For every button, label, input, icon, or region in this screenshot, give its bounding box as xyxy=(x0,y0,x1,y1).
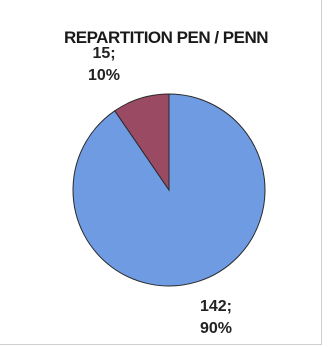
data-label-slice-2: 15; 10% xyxy=(74,43,134,87)
data-label-slice-2-percent: 10% xyxy=(87,67,121,84)
data-label-slice-1: 142; 90% xyxy=(186,296,246,340)
chart-title: REPARTITION PEN / PENN xyxy=(63,28,269,47)
data-label-slice-1-percent: 90% xyxy=(199,320,233,337)
data-label-slice-2-value: 15; xyxy=(92,45,116,62)
data-label-slice-1-value: 142; xyxy=(199,298,233,315)
chart-frame xyxy=(0,0,322,345)
pie-slice-2 xyxy=(114,93,170,192)
